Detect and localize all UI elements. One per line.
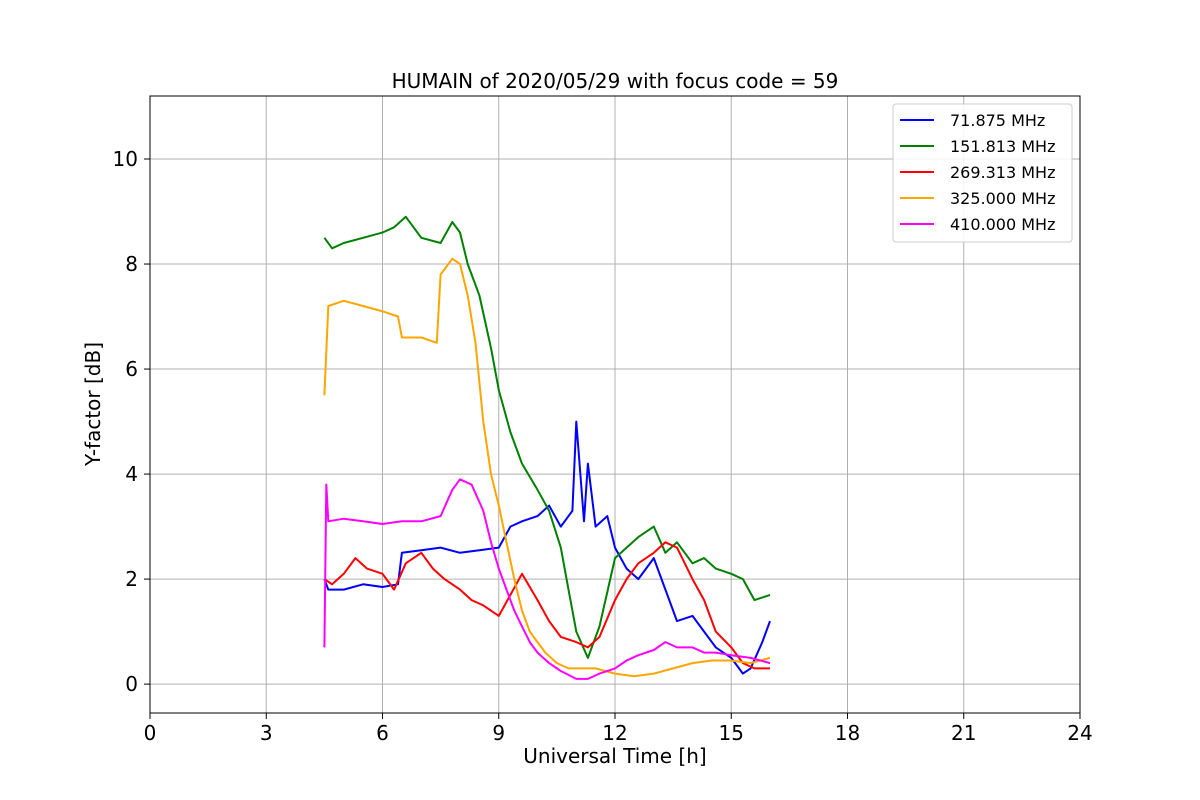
x-tick-label: 21 [951, 721, 976, 745]
x-tick-label: 0 [144, 721, 157, 745]
grid [149, 96, 1081, 713]
x-tick-label: 6 [376, 721, 389, 745]
legend-label-0: 71.875 MHz [950, 111, 1045, 130]
y-tick-label: 0 [125, 672, 138, 696]
y-tick-label: 8 [125, 252, 138, 276]
legend-box [892, 103, 1073, 243]
legend-label-4: 410.000 MHz [950, 215, 1055, 234]
legend-label-3: 325.000 MHz [950, 189, 1055, 208]
x-axis-label: Universal Time [h] [523, 744, 706, 768]
y-axis-label: Y-factor [dB] [81, 342, 105, 467]
series-line-2 [323, 541, 770, 670]
legend-label-2: 269.313 MHz [950, 163, 1055, 182]
series-layer [323, 215, 771, 680]
y-tick-label: 10 [113, 147, 138, 171]
x-tick-label: 15 [719, 721, 744, 745]
x-tick-label: 24 [1067, 721, 1092, 745]
chart-title: HUMAIN of 2020/05/29 with focus code = 5… [392, 69, 839, 93]
y-tick-label: 4 [125, 462, 138, 486]
x-tick-label: 12 [602, 721, 627, 745]
legend-label-1: 151.813 MHz [950, 137, 1055, 156]
x-tick-label: 9 [492, 721, 505, 745]
x-tick-label: 3 [260, 721, 273, 745]
y-tick-label: 2 [125, 567, 138, 591]
series-line-0 [323, 420, 771, 675]
series-line-4 [323, 478, 771, 680]
x-tick-label: 18 [835, 721, 860, 745]
y-tick-label: 6 [125, 357, 138, 381]
series-line-3 [323, 257, 771, 678]
series-line-1 [323, 215, 771, 659]
legend: 71.875 MHz 151.813 MHz 269.313 MHz 325.000 … [892, 103, 1073, 243]
